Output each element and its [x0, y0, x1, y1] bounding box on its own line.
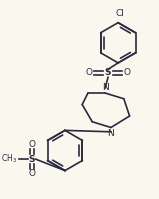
Text: O: O: [86, 68, 93, 77]
Text: O: O: [123, 68, 130, 77]
Text: Cl: Cl: [115, 9, 124, 18]
Text: S: S: [29, 155, 35, 164]
Text: N: N: [107, 129, 114, 138]
Text: S: S: [105, 68, 111, 77]
Text: N: N: [102, 83, 109, 92]
Text: O: O: [28, 169, 35, 178]
Text: O: O: [28, 140, 35, 149]
Text: CH$_3$: CH$_3$: [1, 153, 17, 165]
